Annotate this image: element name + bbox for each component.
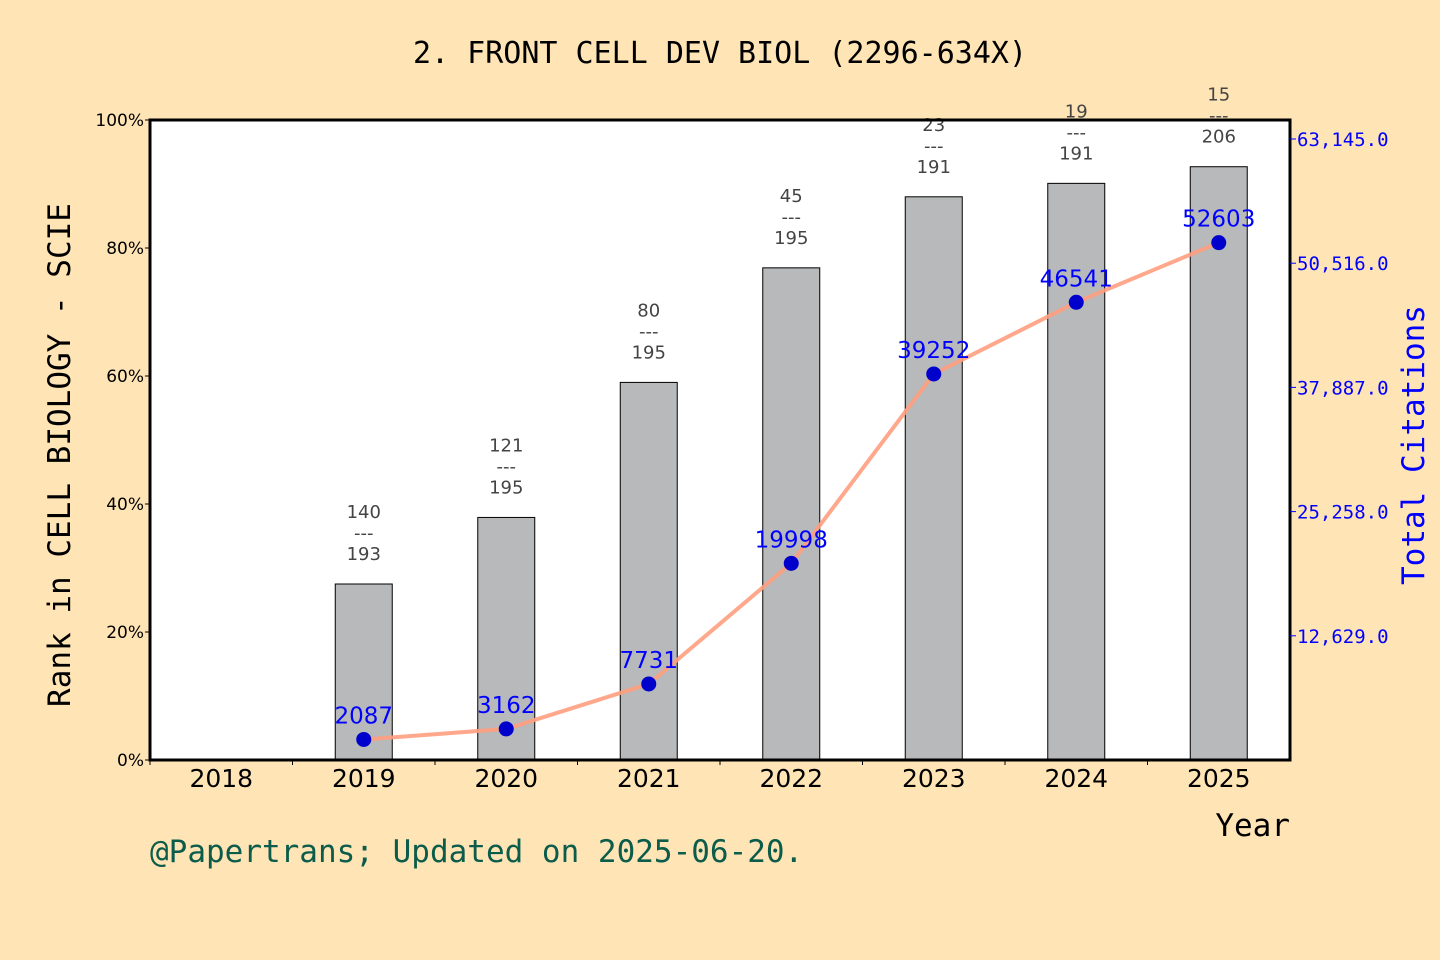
y2-tick-label: 25,258.0 bbox=[1297, 502, 1389, 524]
citation-point-2022 bbox=[783, 555, 799, 571]
bar-2023 bbox=[904, 196, 963, 761]
y-tick-label: 80% bbox=[106, 239, 144, 259]
bar-2021 bbox=[619, 381, 678, 761]
x-tick-label: 2019 bbox=[332, 764, 396, 793]
citation-point-2020 bbox=[498, 721, 514, 737]
x-tick-label: 2018 bbox=[189, 764, 253, 793]
x-tick-label: 2022 bbox=[759, 764, 823, 793]
footer-credit: @Papertrans; Updated on 2025-06-20. bbox=[150, 834, 804, 870]
y2-tick-label: 37,887.0 bbox=[1297, 377, 1389, 399]
rank-divider-2023: --- bbox=[924, 136, 944, 157]
rank-divider-2024: --- bbox=[1067, 122, 1087, 143]
x-tick-label: 2020 bbox=[474, 764, 538, 793]
citation-label-2020: 3162 bbox=[477, 693, 536, 719]
x-tick-label: 2023 bbox=[902, 764, 966, 793]
total-label-2023: 191 bbox=[917, 157, 951, 178]
y-tick-label: 40% bbox=[106, 495, 144, 515]
total-label-2020: 195 bbox=[489, 477, 523, 498]
total-label-2022: 195 bbox=[774, 228, 808, 249]
rank-label-2025: 15 bbox=[1207, 85, 1230, 106]
total-label-2021: 195 bbox=[632, 342, 666, 363]
y2-tick-label: 63,145.0 bbox=[1297, 129, 1389, 151]
rank-divider-2020: --- bbox=[497, 456, 517, 477]
y-tick-label: 100% bbox=[95, 111, 144, 131]
y2-axis-label: Total Citations bbox=[1396, 305, 1432, 585]
total-label-2019: 193 bbox=[347, 544, 381, 565]
y-tick-label: 0% bbox=[117, 751, 144, 771]
y-tick-label: 60% bbox=[106, 367, 144, 387]
y-tick-label: 20% bbox=[106, 623, 144, 643]
citation-label-2025: 52603 bbox=[1182, 207, 1255, 233]
y2-tick-label: 50,516.0 bbox=[1297, 253, 1389, 275]
x-tick-label: 2024 bbox=[1044, 764, 1108, 793]
x-tick-label: 2021 bbox=[617, 764, 681, 793]
citation-point-2024 bbox=[1068, 294, 1084, 310]
rank-label-2022: 45 bbox=[780, 186, 803, 207]
x-tick-label: 2025 bbox=[1187, 764, 1251, 793]
rank-label-2020: 121 bbox=[489, 435, 523, 456]
citation-label-2023: 39252 bbox=[897, 338, 970, 364]
rank-divider-2025: --- bbox=[1209, 106, 1229, 127]
plot-area bbox=[150, 120, 1290, 760]
rank-divider-2019: --- bbox=[354, 523, 374, 544]
citation-point-2025 bbox=[1211, 235, 1227, 251]
bar-2020 bbox=[477, 516, 536, 761]
citation-label-2024: 46541 bbox=[1040, 266, 1113, 292]
citation-point-2019 bbox=[356, 731, 372, 747]
total-label-2025: 206 bbox=[1202, 127, 1236, 148]
rank-divider-2022: --- bbox=[782, 207, 802, 228]
x-axis-label: Year bbox=[1215, 808, 1290, 844]
y-axis-label: Rank in CELL BIOLOGY - SCIE bbox=[42, 203, 78, 707]
bar-2025 bbox=[1189, 166, 1248, 761]
rank-label-2024: 19 bbox=[1065, 101, 1088, 122]
y2-tick-label: 12,629.0 bbox=[1297, 626, 1389, 648]
chart-title: 2. FRONT CELL DEV BIOL (2296-634X) bbox=[412, 36, 1028, 71]
citation-label-2022: 19998 bbox=[755, 527, 828, 553]
citation-point-2023 bbox=[926, 366, 942, 382]
rank-label-2021: 80 bbox=[637, 300, 660, 321]
bar-2022 bbox=[762, 267, 821, 761]
rank-label-2019: 140 bbox=[347, 502, 381, 523]
citation-label-2019: 2087 bbox=[334, 703, 393, 729]
rank-label-2023: 23 bbox=[922, 115, 945, 136]
citation-label-2021: 7731 bbox=[619, 648, 678, 674]
bar-2019 bbox=[334, 583, 393, 761]
rank-divider-2021: --- bbox=[639, 321, 659, 342]
bar-2024 bbox=[1047, 182, 1106, 761]
citation-point-2021 bbox=[641, 676, 657, 692]
total-label-2024: 191 bbox=[1059, 143, 1093, 164]
